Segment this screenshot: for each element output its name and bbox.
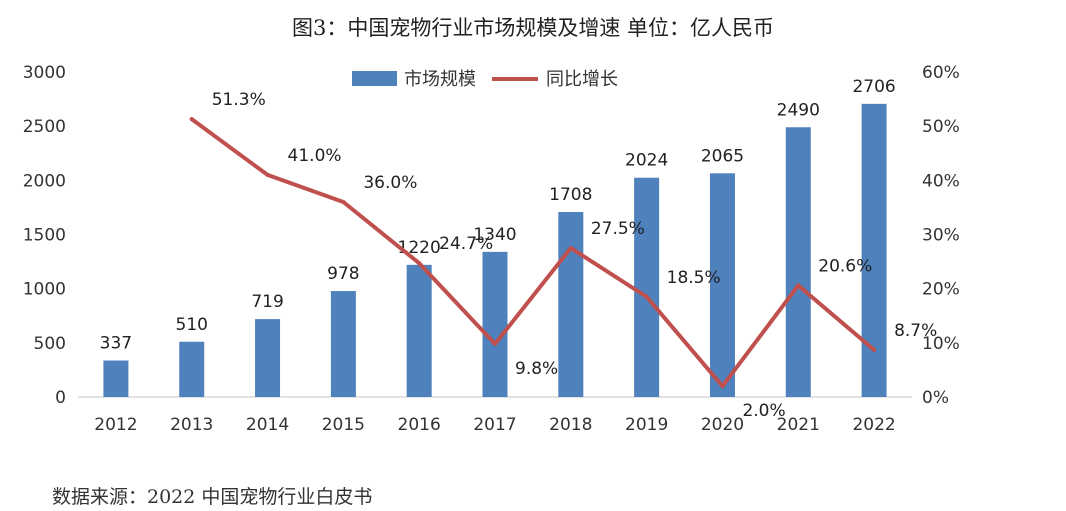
- bar-data-label: 719: [251, 292, 283, 312]
- line-data-label: 2.0%: [742, 401, 785, 421]
- bar: [861, 103, 887, 397]
- bar-data-label: 978: [327, 264, 359, 284]
- right-axis-tick-label: 10%: [922, 334, 960, 354]
- left-y-axis: 0 500 1000 1500 2000 2500 3000: [23, 63, 66, 408]
- right-axis-tick-label: 30%: [922, 226, 960, 246]
- bar: [482, 251, 508, 397]
- bar: [255, 319, 281, 397]
- legend-label: 市场规模: [404, 69, 476, 90]
- x-axis: 2012 2013 2014 2015 2016 2017 2018 2019 2020 2021…: [94, 415, 895, 435]
- line-data-label: 8.7%: [894, 321, 937, 341]
- line-series: 51.3% 41.0% 36.0% 24.7% 9.8% 27.5% 18.5% 2.0% 20…: [189, 90, 937, 421]
- source-note: 数据来源：2022 中国宠物行业白皮书: [52, 486, 373, 508]
- left-axis-tick-label: 1000: [23, 280, 66, 300]
- line-data-label: 24.7%: [439, 234, 493, 254]
- line-point: [341, 200, 346, 204]
- bar: [558, 211, 584, 397]
- bar-data-label: 1708: [549, 185, 592, 205]
- line-data-label: 18.5%: [667, 268, 721, 288]
- x-axis-tick-label: 2014: [246, 415, 289, 435]
- bar-data-label: 2024: [625, 151, 668, 171]
- line-data-label: 20.6%: [818, 256, 872, 276]
- bar: [103, 360, 129, 397]
- legend-swatch-bar: [352, 71, 397, 86]
- bar-data-label: 2490: [777, 100, 820, 120]
- chart-title: 图3：中国宠物行业市场规模及增速 单位：亿人民币: [291, 16, 775, 40]
- bar: [330, 291, 356, 397]
- x-axis-tick-label: 2018: [549, 415, 592, 435]
- x-axis-tick-label: 2019: [625, 415, 668, 435]
- x-axis-tick-label: 2022: [852, 415, 895, 435]
- right-axis-tick-label: 20%: [922, 280, 960, 300]
- legend: 市场规模 同比增长: [352, 69, 618, 90]
- x-axis-tick-label: 2017: [473, 415, 516, 435]
- x-axis-tick-label: 2021: [777, 415, 820, 435]
- left-axis-tick-label: 1500: [23, 226, 66, 246]
- bar: [179, 341, 205, 397]
- bar: [709, 173, 735, 397]
- legend-label: 同比增长: [546, 69, 618, 90]
- line-point: [417, 261, 422, 266]
- x-axis-tick-label: 2012: [94, 415, 137, 435]
- bar-series: 337 510 719 978 1220 1340 1708 2024 2065 2490 2706: [100, 77, 896, 397]
- line-data-label: 36.0%: [363, 173, 417, 193]
- x-axis-tick-label: 2015: [322, 415, 365, 435]
- right-axis-tick-label: 60%: [922, 63, 960, 83]
- left-axis-tick-label: 3000: [23, 63, 66, 83]
- right-y-axis: 0% 10% 20% 30% 40% 50% 60%: [922, 63, 960, 408]
- bar: [785, 127, 811, 397]
- bar-data-label: 337: [100, 333, 132, 353]
- left-axis-tick-label: 500: [34, 334, 66, 354]
- x-axis-tick-label: 2020: [701, 415, 744, 435]
- bar-data-label: 1340: [473, 225, 516, 245]
- growth-line: [189, 117, 877, 389]
- line-point: [872, 347, 877, 352]
- bar: [406, 264, 432, 397]
- right-axis-tick-label: 40%: [922, 171, 960, 191]
- bar-data-label: 1220: [398, 238, 441, 258]
- bar-data-label: 2706: [852, 77, 895, 97]
- line-data-label: 27.5%: [591, 219, 645, 239]
- bar-data-label: 2065: [701, 146, 744, 166]
- right-axis-tick-label: 0%: [922, 388, 949, 408]
- right-axis-tick-label: 50%: [922, 117, 960, 137]
- x-axis-tick-label: 2013: [170, 415, 213, 435]
- bar-line-combo-chart: 市场规模 同比增长 0 500 1000 1500 2000 2500 3000 0% 10% 2…: [23, 63, 960, 435]
- bar-data-label: 510: [176, 315, 208, 335]
- left-axis-tick-label: 2500: [23, 117, 66, 137]
- line-point: [720, 384, 725, 389]
- line-point: [493, 341, 497, 346]
- left-axis-tick-label: 2000: [23, 171, 66, 191]
- left-axis-tick-label: 0: [55, 388, 66, 408]
- line-data-label: 51.3%: [212, 90, 266, 110]
- line-point: [265, 172, 270, 177]
- line-point: [796, 283, 801, 288]
- line-data-label: 41.0%: [288, 146, 342, 166]
- bar: [634, 177, 660, 397]
- line-point: [189, 117, 194, 122]
- x-axis-tick-label: 2016: [398, 415, 441, 435]
- line-point: [568, 246, 573, 251]
- line-point: [644, 294, 649, 299]
- line-data-label: 9.8%: [515, 359, 558, 379]
